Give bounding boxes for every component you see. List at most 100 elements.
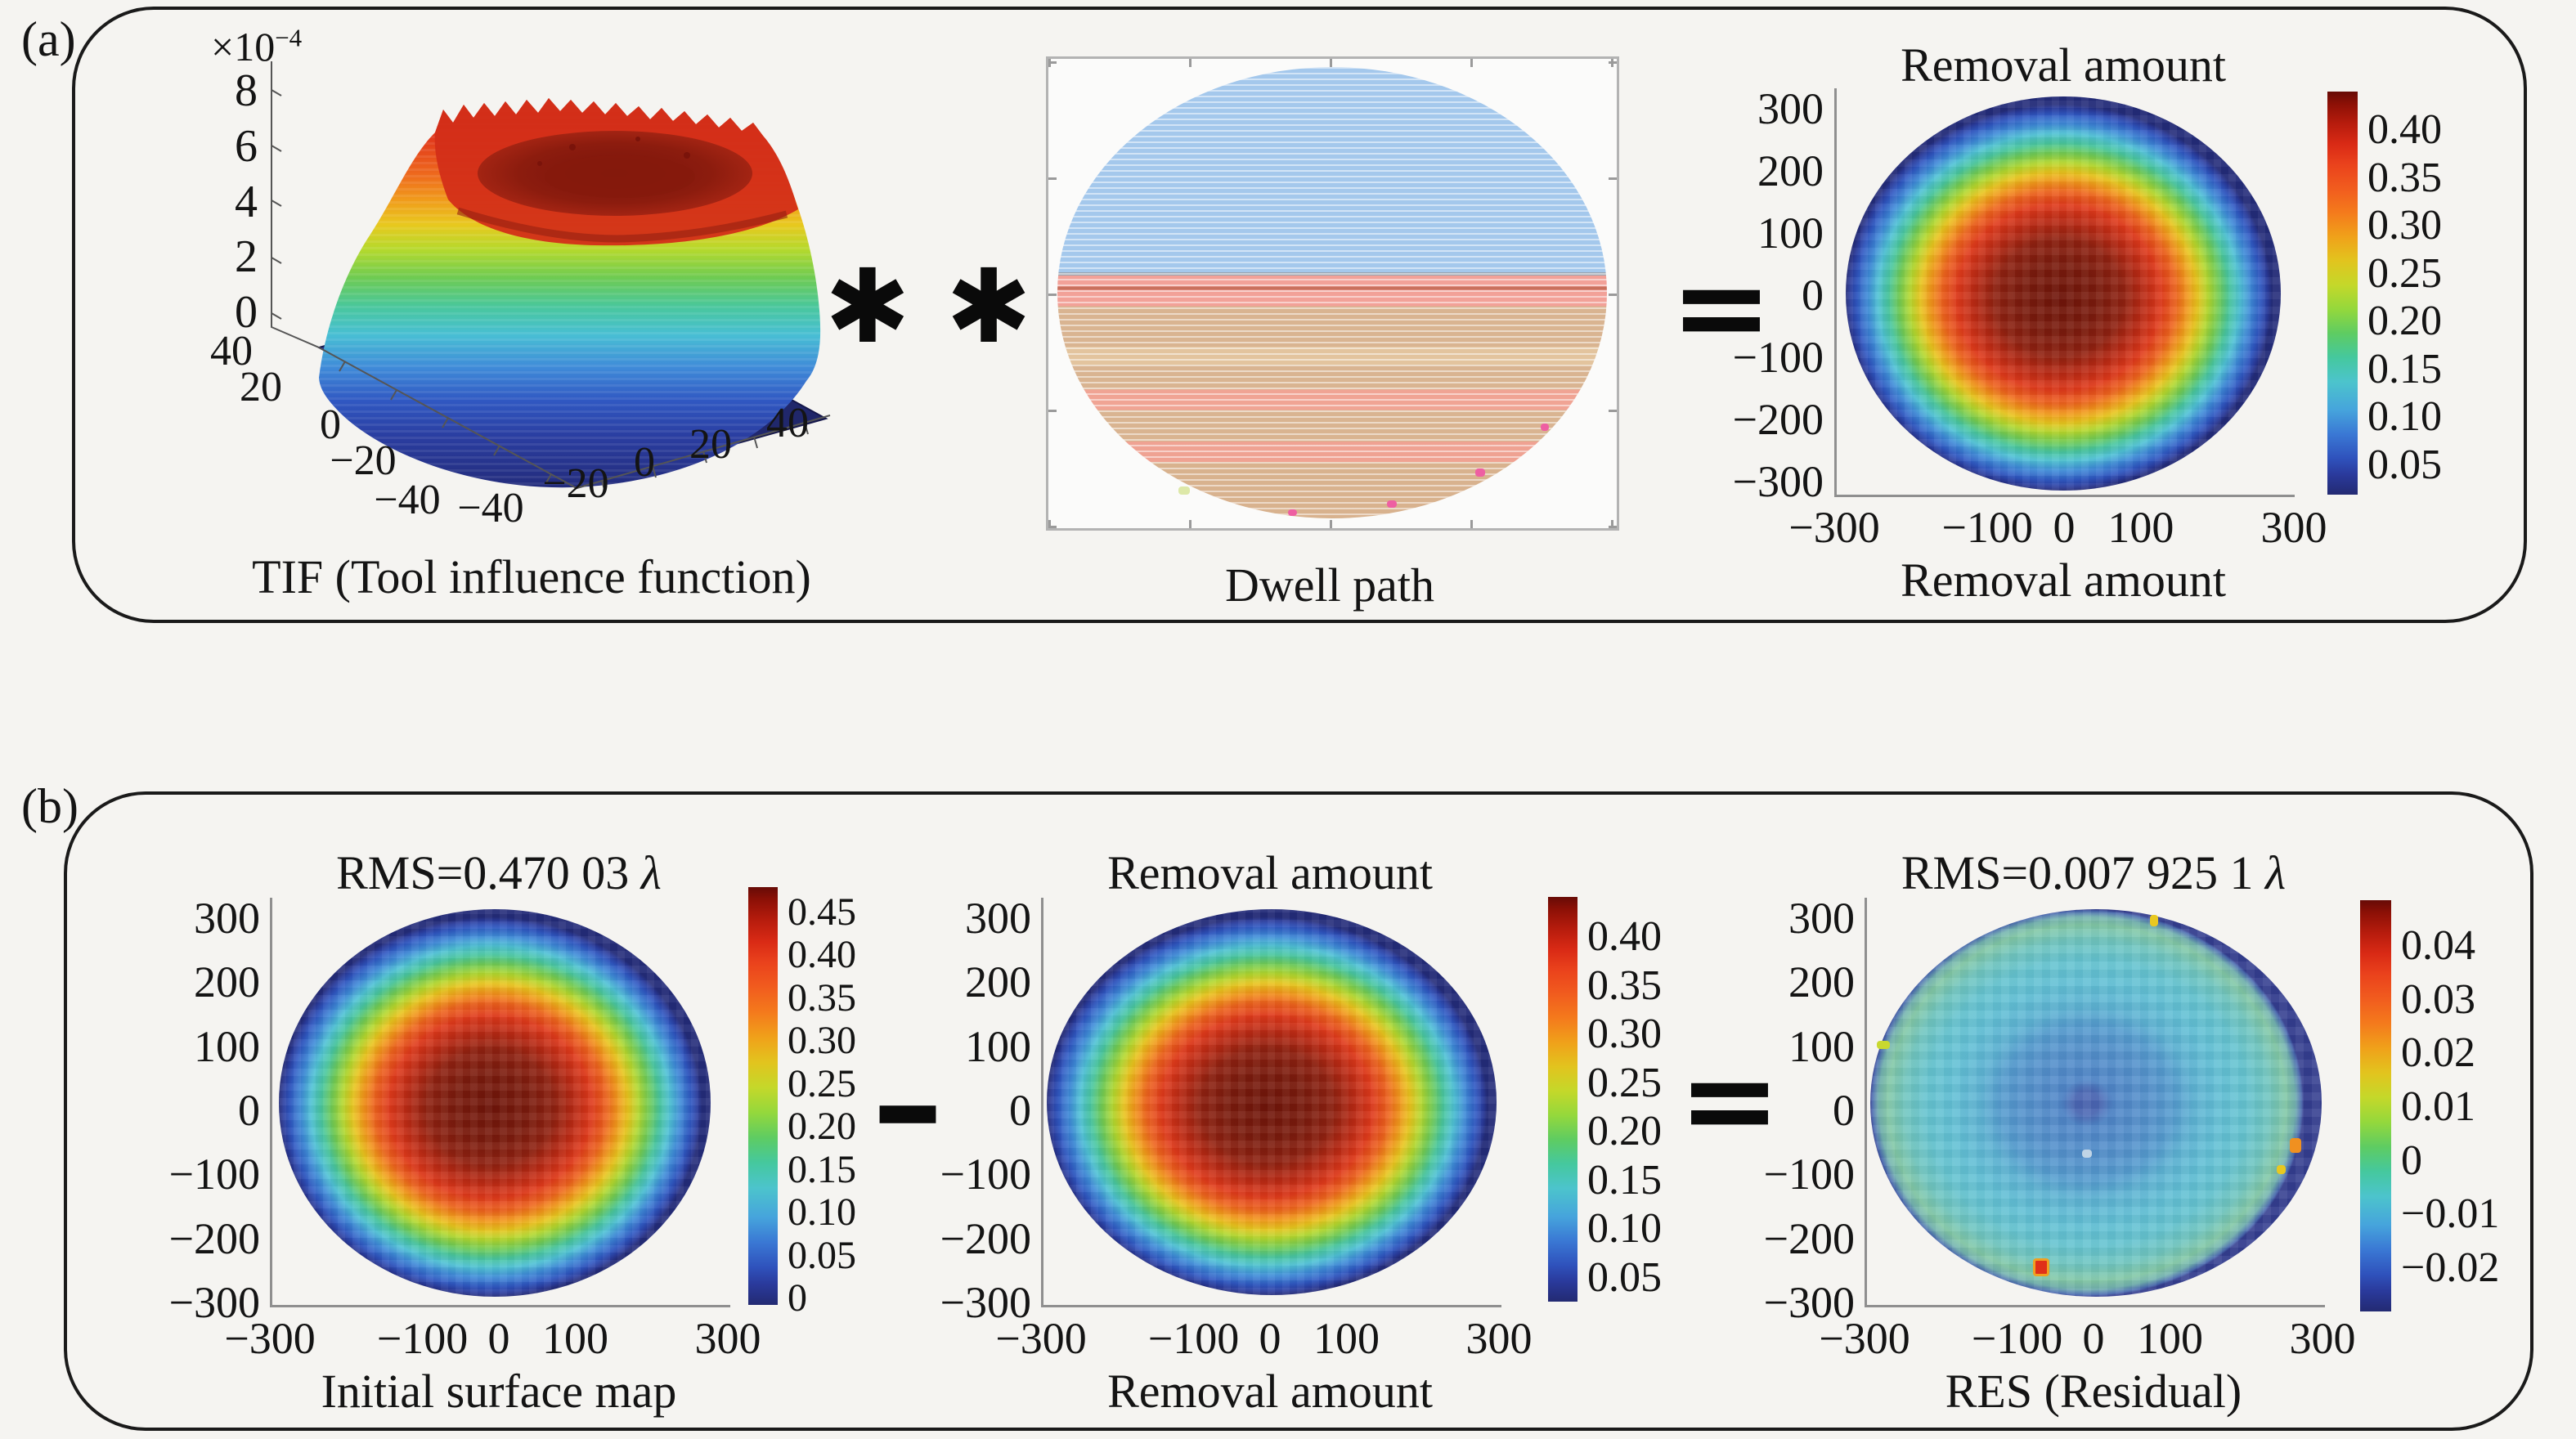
- y-tick-label: −100: [168, 1150, 260, 1199]
- tif-caption: TIF (Tool influence function): [252, 550, 811, 603]
- x-tick-label: −300: [995, 1314, 1087, 1363]
- residual-b-heatmap-disk: [1870, 909, 2322, 1297]
- residual-hotspot: [2082, 1149, 2093, 1158]
- y-tick-label: 300: [1788, 894, 1855, 943]
- y-tick-label: −100: [1763, 1150, 1855, 1199]
- tif-right-tick-m40: −40: [457, 485, 524, 531]
- dwell-path-caption: Dwell path: [1224, 558, 1435, 612]
- initial-b-heatmap-disk: [279, 909, 711, 1297]
- x-tick-label: 0: [487, 1314, 510, 1363]
- colorbar-tick-label: 0.20: [1587, 1108, 1662, 1155]
- x-tick-label: 100: [2107, 503, 2174, 552]
- dwell-path-plot: [1046, 56, 1619, 531]
- z-tick-label: 4: [235, 176, 258, 227]
- colorbar-tick-label: 0.30: [1587, 1011, 1662, 1058]
- colorbar-tick-label: 0.05: [2367, 441, 2442, 488]
- colorbar-tick-label: 0.40: [788, 933, 856, 977]
- removal-b-heatmap-disk: [1047, 909, 1497, 1295]
- colorbar-tick-label: 0.45: [788, 890, 856, 934]
- y-tick-label: −100: [1732, 333, 1824, 382]
- colorbar-tick-label: 0.01: [2401, 1083, 2475, 1130]
- x-tick-label: 0: [2053, 503, 2076, 552]
- dwell-speck: [1541, 424, 1550, 432]
- equals-operator-a: =: [1670, 236, 1773, 379]
- removal-a-colorbar: [2327, 92, 2358, 495]
- y-tick-label: 100: [194, 1021, 260, 1071]
- residual-b-xlabel: RES (Residual): [1945, 1365, 2242, 1418]
- colorbar-tick-label: 0.35: [788, 975, 856, 1020]
- y-tick-label: 300: [965, 894, 1031, 943]
- y-tick-label: −300: [1763, 1277, 1855, 1327]
- x-tick-label: −300: [1819, 1314, 1910, 1363]
- z-tick-label: 8: [235, 65, 258, 116]
- colorbar-tick-label: 0: [788, 1275, 807, 1320]
- dwell-axis-ticks-bottom: [1048, 520, 1617, 528]
- colorbar-tick-label: 0.05: [788, 1233, 856, 1277]
- z-tick-label: 6: [235, 120, 258, 172]
- tif-right-tick-m20: −20: [542, 460, 609, 507]
- colorbar-tick-label: 0.30: [788, 1019, 856, 1063]
- dwell-speck: [1178, 486, 1190, 495]
- panel-b-label: (b): [21, 779, 79, 833]
- y-tick-label: 0: [238, 1085, 260, 1135]
- dwell-speck: [1288, 509, 1298, 516]
- y-tick-label: −200: [1732, 395, 1824, 444]
- dwell-axis-ticks-top: [1048, 59, 1617, 67]
- colorbar-tick-label: 0.30: [2367, 202, 2442, 249]
- x-tick-label: 300: [1465, 1314, 1533, 1363]
- y-tick-label: 300: [1757, 84, 1824, 133]
- colorbar-tick-label: 0.35: [1587, 962, 1662, 1009]
- panel-a-label: (a): [21, 12, 76, 66]
- z-tick-label: 0: [235, 287, 258, 338]
- residual-b-x-ticks: −300 −100 0 100 300: [1819, 1314, 2355, 1369]
- tif-left-tick-m20: −20: [330, 437, 397, 484]
- tif-left-tick-m40: −40: [374, 477, 441, 523]
- z-tick-label: 2: [235, 231, 258, 283]
- dwell-axis-ticks-left: [1048, 59, 1057, 528]
- colorbar-tick-label: 0.03: [2401, 975, 2475, 1023]
- colorbar-tick-label: 0.10: [1587, 1205, 1662, 1253]
- y-tick-label: −200: [940, 1213, 1031, 1263]
- removal-b-title: Removal amount: [1107, 846, 1433, 899]
- x-tick-label: −100: [1147, 1314, 1240, 1363]
- y-tick-label: 200: [1788, 957, 1855, 1007]
- colorbar-tick-label: 0.25: [1587, 1059, 1662, 1106]
- tif-right-tick-40: 40: [766, 400, 809, 446]
- removal-a-plot-area: [1834, 88, 2295, 497]
- x-tick-label: 300: [2260, 503, 2327, 552]
- minus-operator-b: −: [869, 1020, 946, 1199]
- y-tick-label: −300: [1732, 457, 1824, 506]
- dwell-speck: [1474, 468, 1485, 477]
- removal-a-heatmap-disk: [1846, 96, 2281, 491]
- y-tick-label: 200: [1757, 146, 1824, 195]
- initial-b-colorbar: [748, 887, 778, 1305]
- removal-b-xlabel: Removal amount: [1107, 1365, 1433, 1418]
- y-tick-label: −200: [168, 1213, 260, 1263]
- colorbar-tick-label: 0.20: [788, 1105, 856, 1149]
- colorbar-tick-label: 0.04: [2401, 922, 2475, 969]
- y-tick-label: 0: [1802, 271, 1824, 320]
- colorbar-tick-label: −0.02: [2401, 1244, 2500, 1291]
- removal-b-y-ticks: 300 200 100 0 −100 −200 −300: [912, 896, 1031, 1325]
- panel-b-box: [64, 791, 2533, 1431]
- tif-right-tick-0: 0: [634, 439, 655, 486]
- removal-a-y-ticks: 300 200 100 0 −100 −200 −300: [1705, 87, 1824, 504]
- x-tick-label: −100: [1941, 503, 2033, 552]
- removal-a-title: Removal amount: [1901, 38, 2226, 92]
- x-tick-label: 300: [2289, 1314, 2356, 1363]
- initial-b-colorbar-labels: 0.45 0.40 0.35 0.30 0.25 0.20 0.15 0.10 0.05 0: [788, 893, 894, 1318]
- tif-right-tick-20: 20: [689, 421, 732, 468]
- initial-b-plot-area: [270, 898, 730, 1307]
- x-tick-label: −100: [1971, 1314, 2063, 1363]
- x-tick-label: −100: [376, 1314, 469, 1363]
- x-tick-label: 0: [1259, 1314, 1281, 1363]
- residual-b-colorbar: [2360, 900, 2391, 1311]
- y-tick-label: −100: [940, 1150, 1031, 1199]
- x-tick-label: 100: [1313, 1314, 1380, 1363]
- x-tick-label: 300: [694, 1314, 761, 1363]
- equals-operator-b: =: [1678, 1029, 1781, 1172]
- x-tick-label: −300: [1788, 503, 1880, 552]
- tif-left-tick-0: 0: [320, 401, 341, 448]
- x-tick-label: 100: [2137, 1314, 2204, 1363]
